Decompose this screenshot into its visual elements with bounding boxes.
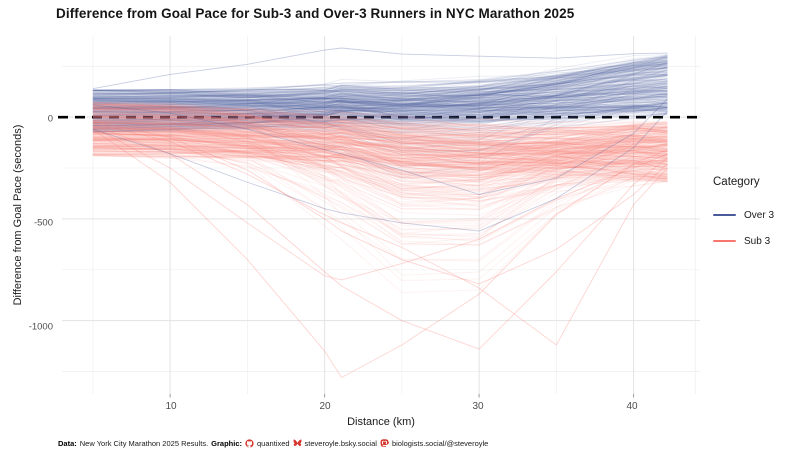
caption-link-github: quantixed: [257, 439, 290, 448]
butterfly-icon: [293, 439, 302, 448]
sub3-line-swatch: [713, 239, 736, 243]
y-tick-0: 0: [47, 113, 53, 125]
caption-data-text: New York City Marathon 2025 Results.: [79, 439, 209, 448]
legend-title: Category: [713, 176, 760, 188]
caption-link-bluesky: steveroyle.bsky.social: [304, 439, 377, 448]
y-tick-m1000: -1000: [28, 321, 53, 333]
x-tick-40: 40: [626, 401, 638, 412]
legend-item-sub3: Sub 3: [713, 228, 799, 254]
over3-line-swatch: [713, 213, 736, 217]
legend-label-over3: Over 3: [744, 209, 775, 221]
legend: Category Over 3 Sub 3: [713, 176, 799, 254]
y-axis-title: Difference from Goal Pace (seconds): [12, 124, 24, 306]
caption-link-mastodon: biologists.social/@steveroyle: [391, 439, 489, 448]
x-tick-30: 30: [472, 401, 484, 412]
x-tick-20: 20: [319, 401, 331, 412]
caption: Data: New York City Marathon 2025 Result…: [58, 439, 488, 448]
caption-graphic-label: Graphic:: [211, 439, 243, 448]
mastodon-icon: [380, 439, 389, 448]
legend-label-sub3: Sub 3: [744, 235, 771, 247]
github-icon: [245, 439, 254, 448]
x-axis-title: Distance (km): [347, 416, 415, 428]
y-tick-m500: -500: [33, 217, 53, 229]
legend-item-over3: Over 3: [713, 202, 799, 228]
x-tick-10: 10: [165, 401, 177, 412]
caption-data-label: Data:: [58, 439, 77, 448]
